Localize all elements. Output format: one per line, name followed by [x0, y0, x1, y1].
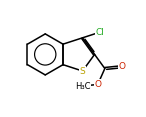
Text: O: O — [119, 62, 126, 71]
Text: Cl: Cl — [96, 28, 105, 37]
Text: O: O — [94, 80, 101, 89]
Text: H₃C: H₃C — [75, 82, 90, 91]
Text: S: S — [80, 66, 85, 75]
